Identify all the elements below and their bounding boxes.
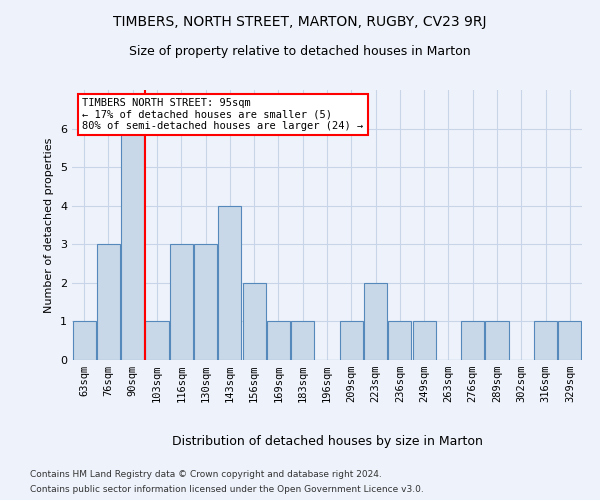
Bar (534, 322, 557, 360)
Y-axis label: Number of detached properties: Number of detached properties (44, 138, 55, 312)
Bar (413, 322, 436, 360)
Bar (461, 322, 484, 360)
Bar (242, 283, 266, 360)
Bar (267, 322, 290, 360)
Text: Size of property relative to detached houses in Marton: Size of property relative to detached ho… (129, 45, 471, 58)
Bar (485, 322, 509, 360)
Bar (145, 322, 169, 360)
Bar (194, 244, 217, 360)
Bar (121, 128, 144, 360)
Bar (388, 322, 412, 360)
Text: Contains HM Land Registry data © Crown copyright and database right 2024.: Contains HM Land Registry data © Crown c… (30, 470, 382, 479)
Bar (291, 322, 314, 360)
Text: TIMBERS NORTH STREET: 95sqm
← 17% of detached houses are smaller (5)
80% of semi: TIMBERS NORTH STREET: 95sqm ← 17% of det… (82, 98, 364, 132)
Bar (340, 322, 363, 360)
Bar (73, 322, 95, 360)
Bar (364, 283, 387, 360)
Text: TIMBERS, NORTH STREET, MARTON, RUGBY, CV23 9RJ: TIMBERS, NORTH STREET, MARTON, RUGBY, CV… (113, 15, 487, 29)
Bar (218, 206, 241, 360)
Bar (559, 322, 581, 360)
Text: Contains public sector information licensed under the Open Government Licence v3: Contains public sector information licen… (30, 485, 424, 494)
Bar (97, 244, 120, 360)
Text: Distribution of detached houses by size in Marton: Distribution of detached houses by size … (172, 435, 482, 448)
Bar (170, 244, 193, 360)
